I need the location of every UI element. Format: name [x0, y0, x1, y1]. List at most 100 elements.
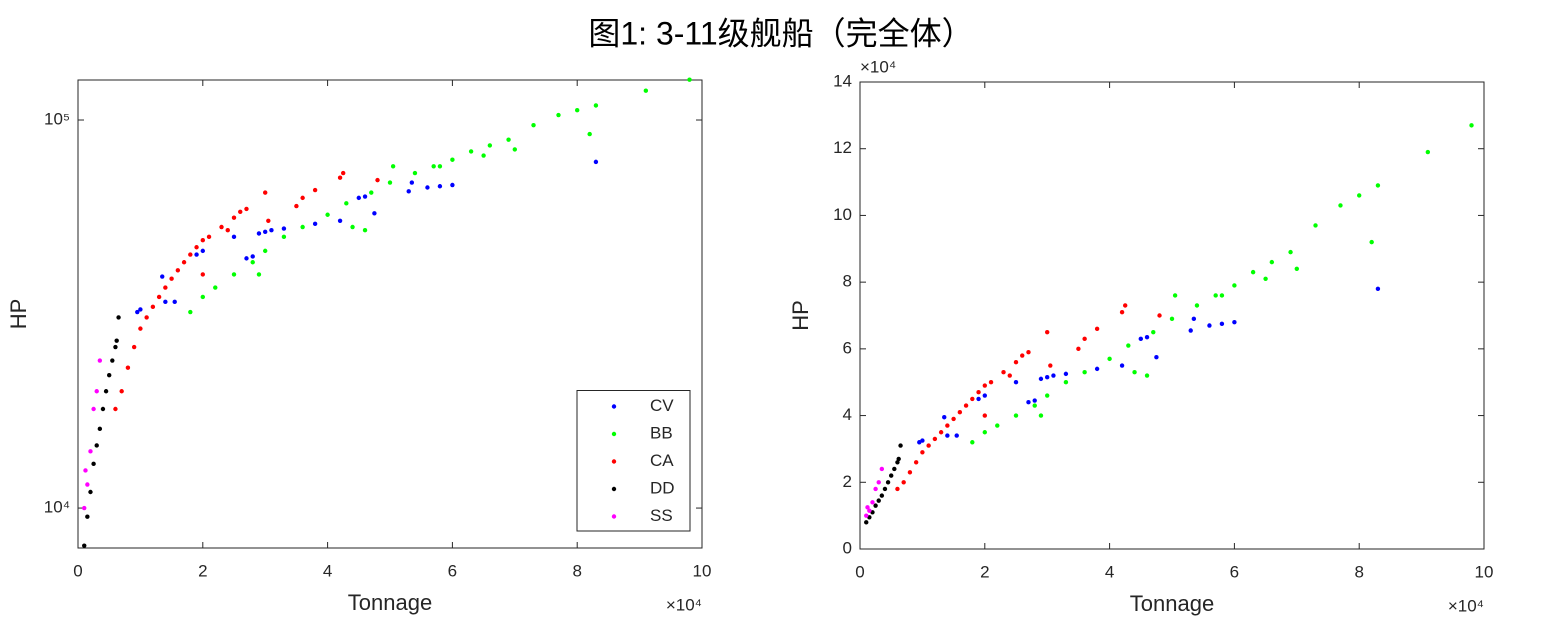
x-tick-label: 6 [448, 561, 457, 580]
data-point [895, 486, 900, 492]
data-point [135, 309, 140, 315]
data-point [1094, 326, 1100, 332]
data-point [481, 153, 486, 158]
data-point [864, 520, 869, 525]
data-point [951, 416, 956, 422]
data-point [556, 112, 561, 118]
data-point [1082, 370, 1087, 375]
data-point [1232, 319, 1237, 325]
data-point [1138, 336, 1144, 342]
y-tick-label: 0 [843, 538, 852, 557]
data-point [1191, 316, 1197, 322]
data-point [300, 224, 305, 230]
data-point [976, 390, 981, 395]
data-point [225, 228, 230, 233]
x-multiplier: ×10⁴ [1448, 596, 1484, 615]
data-point [945, 423, 950, 428]
data-point [1032, 403, 1037, 408]
data-point [188, 252, 193, 257]
data-point [372, 211, 377, 216]
legend-label: CV [650, 396, 674, 415]
data-point [1288, 249, 1293, 255]
x-axis-label: Tonnage [348, 590, 432, 615]
data-point [362, 228, 368, 233]
data-point [1213, 293, 1218, 298]
data-point [88, 489, 93, 495]
data-point [865, 505, 870, 510]
data-point [231, 215, 237, 220]
data-point [144, 315, 149, 320]
data-point [94, 443, 99, 448]
data-point [932, 436, 938, 442]
data-point [870, 500, 875, 505]
y-axis-label: HP [788, 300, 813, 331]
x-axis-label: Tonnage [1130, 591, 1214, 616]
x-tick-label: 8 [1354, 562, 1363, 581]
data-point [266, 218, 271, 223]
x-tick-label: 0 [73, 561, 82, 580]
data-point [160, 274, 165, 279]
data-point [387, 180, 393, 185]
y-multiplier: ×10⁴ [860, 57, 896, 76]
data-point [94, 389, 99, 394]
data-point [341, 170, 346, 176]
data-point [982, 393, 987, 398]
data-point [188, 309, 193, 315]
legend-marker [611, 486, 617, 492]
data-point [1048, 363, 1053, 368]
data-point [390, 164, 396, 169]
data-point [593, 159, 599, 165]
data-point [1045, 329, 1050, 335]
data-point [200, 238, 205, 243]
data-point [1045, 375, 1050, 380]
data-point [512, 147, 517, 152]
data-point [1172, 293, 1178, 298]
data-point [901, 480, 906, 485]
data-point [244, 206, 249, 212]
data-point [450, 182, 455, 188]
y-tick-label: 2 [843, 472, 852, 491]
data-point [1469, 123, 1474, 128]
data-point [181, 260, 187, 265]
data-point [450, 157, 455, 162]
data-point [895, 460, 900, 465]
data-point [82, 505, 87, 511]
data-point [926, 443, 931, 448]
data-point [1094, 366, 1100, 372]
data-point [172, 299, 177, 305]
data-point [970, 440, 975, 445]
data-point [945, 433, 950, 438]
data-point [244, 256, 249, 261]
data-point [431, 164, 436, 169]
data-point [1375, 183, 1381, 188]
data-point [269, 228, 274, 233]
data-point [91, 406, 96, 412]
legend-marker [611, 459, 617, 464]
data-point [1219, 293, 1225, 298]
data-point [350, 224, 355, 230]
data-point [1119, 309, 1125, 315]
data-point [506, 137, 511, 142]
data-point [938, 430, 944, 435]
data-point [263, 229, 268, 235]
data-point [85, 482, 90, 487]
data-point [1001, 370, 1006, 375]
figure-title: 图1: 3-11级舰船（完全体） [588, 15, 973, 51]
data-point [294, 203, 299, 209]
data-point [1063, 380, 1069, 385]
data-point [1076, 346, 1081, 352]
data-point [362, 194, 368, 199]
data-point [337, 218, 343, 223]
data-point [437, 184, 443, 189]
data-point [531, 122, 536, 128]
data-point [1294, 266, 1300, 271]
data-point [125, 365, 131, 370]
data-point [1038, 413, 1044, 418]
data-point [256, 272, 262, 277]
data-point [942, 415, 947, 420]
data-point [425, 185, 430, 190]
x-tick-label: 6 [1230, 562, 1239, 581]
data-point [882, 486, 888, 492]
data-point [103, 389, 109, 394]
